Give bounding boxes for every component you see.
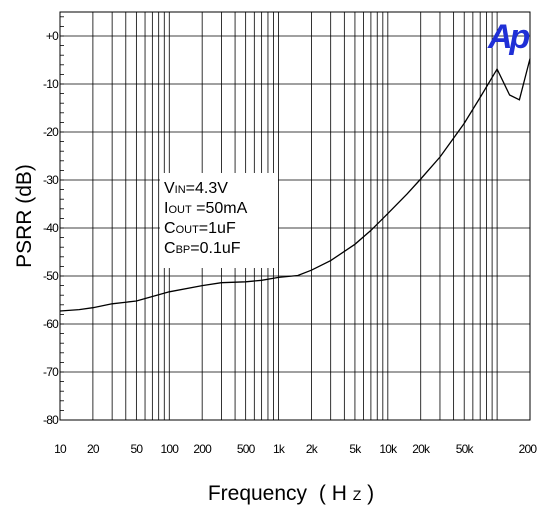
annotation-value: =50mA	[192, 200, 248, 217]
x-tick-label: 20	[87, 442, 100, 456]
y-tick-label: -70	[43, 365, 59, 379]
annotation-symbol: V	[164, 180, 175, 197]
x-tick-label: 10	[54, 442, 67, 456]
x-tick-label: 1k	[273, 442, 286, 456]
x-tick-labels: 10 20 50 100 200 500 1k 2k 5k 10k 20k 50k 200k	[54, 442, 537, 456]
series-line-psrr	[59, 58, 531, 312]
x-axis-title-unit-sub: Z	[353, 487, 362, 503]
x-tick-label: 50	[131, 442, 144, 456]
x-tick-label: 200k	[519, 442, 537, 456]
annotation-subscript: IN	[175, 184, 186, 196]
annotation-line: IOUT =50mA	[164, 200, 248, 217]
annotation-line: COUT=1uF	[164, 220, 236, 237]
y-minor-ticks	[60, 16, 64, 421]
y-tick-labels: +0 -10 -20 -30 -40 -50 -60 -70 -80	[43, 29, 60, 427]
y-tick-label: -80	[43, 413, 59, 427]
y-tick-label: +0	[46, 29, 59, 43]
annotation-subscript: BP	[176, 244, 191, 256]
y-tick-label: -50	[43, 269, 59, 283]
x-tick-label: 2k	[306, 442, 319, 456]
x-tick-label: 10k	[379, 442, 398, 456]
annotation-line: VIN=4.3V	[164, 180, 228, 197]
y-tick-label: -20	[43, 125, 59, 139]
x-tick-label: 50k	[456, 442, 475, 456]
y-tick-label: -40	[43, 221, 59, 235]
annotation-background	[160, 173, 278, 268]
x-axis-title-unit: H	[332, 482, 347, 505]
x-axis-title: Frequency ( H Z )	[208, 482, 374, 505]
annotation-subscript: OUT	[168, 204, 192, 216]
annotation-symbol: C	[164, 220, 176, 237]
annotation-value: =4.3V	[186, 180, 229, 197]
y-tick-label: -30	[43, 173, 59, 187]
annotation-subscript: OUT	[176, 224, 200, 236]
y-axis-title: PSRR (dB)	[13, 164, 36, 268]
x-tick-label: 100	[160, 442, 179, 456]
ap-logo: Ap	[487, 18, 530, 56]
x-tick-label: 200	[193, 442, 212, 456]
y-tick-label: -10	[43, 77, 59, 91]
x-axis-title-paren-close: )	[367, 482, 374, 505]
annotation-value: =1uF	[199, 220, 236, 237]
annotation-value: =0.1uF	[190, 240, 240, 257]
x-axis-title-main: Frequency	[208, 482, 308, 505]
annotation-line: CBP=0.1uF	[164, 240, 241, 257]
x-axis-title-paren-open: (	[319, 482, 326, 505]
x-tick-label: 20k	[412, 442, 431, 456]
x-tick-label: 5k	[349, 442, 362, 456]
annotation-symbol: I	[164, 200, 168, 217]
plot-area-frame	[59, 11, 531, 421]
y-tick-label: -60	[43, 317, 59, 331]
annotation-symbol: C	[164, 240, 176, 257]
x-tick-label: 500	[237, 442, 256, 456]
